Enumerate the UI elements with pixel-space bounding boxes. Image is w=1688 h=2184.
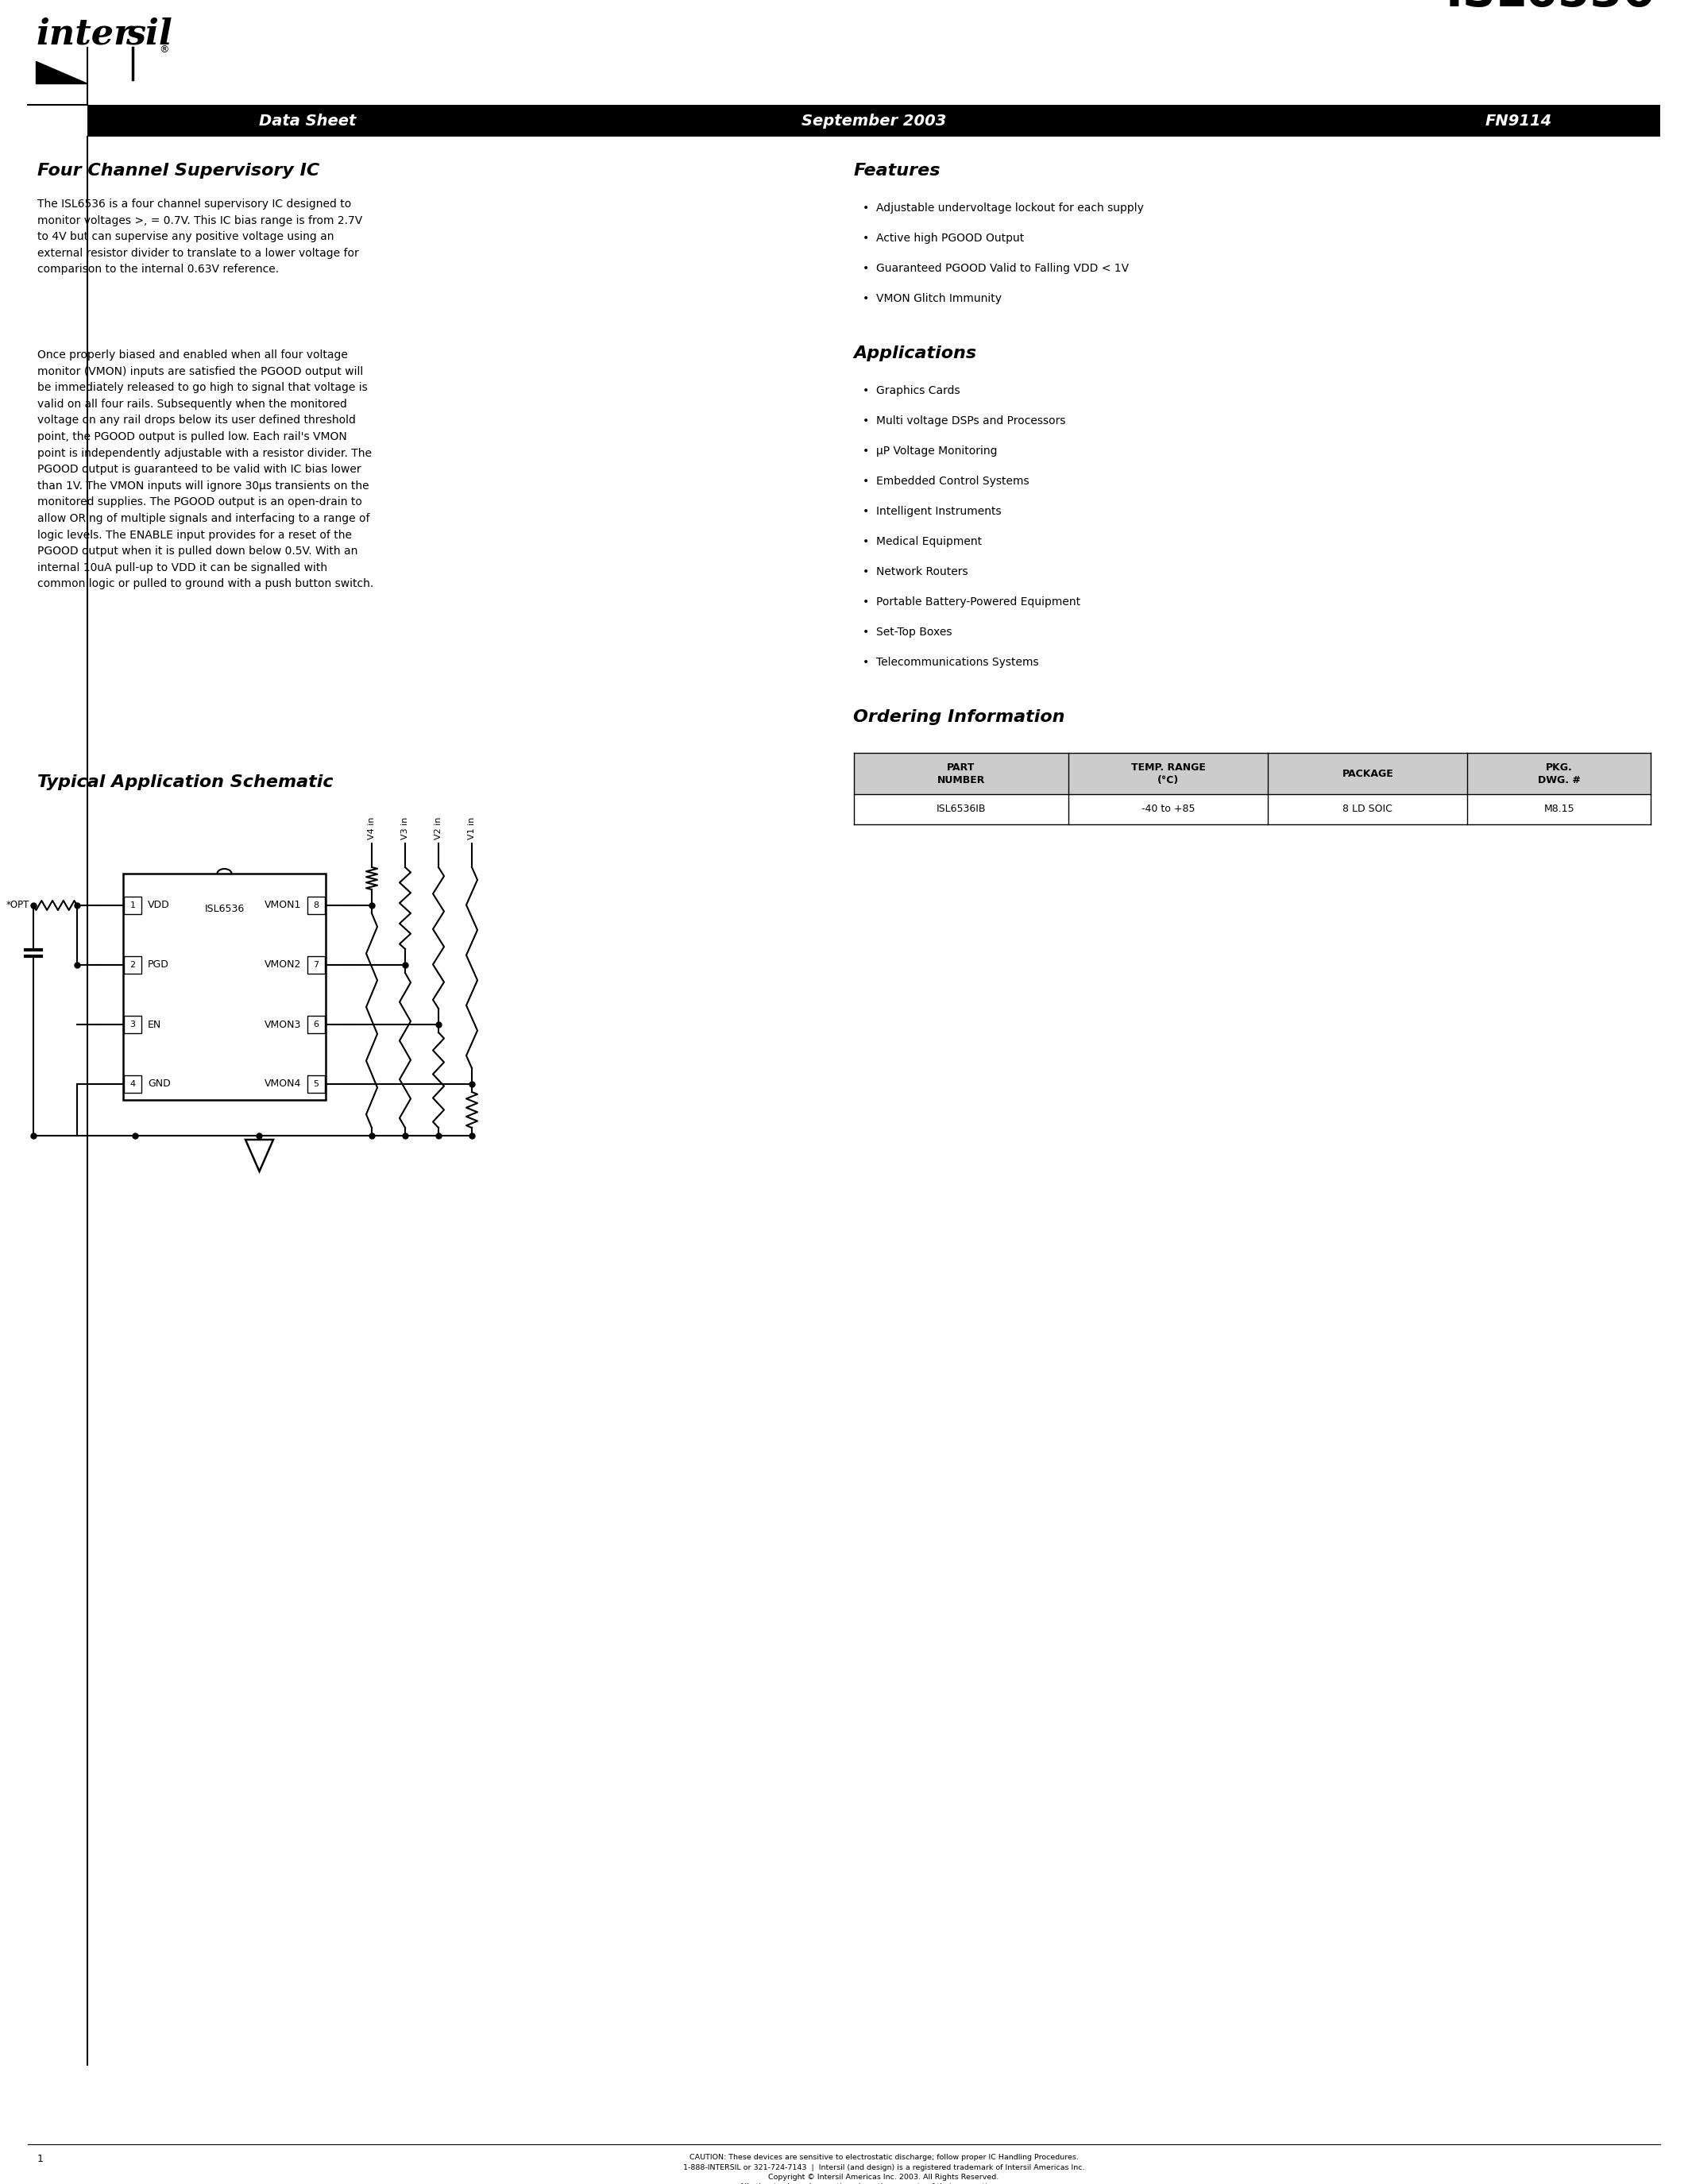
Text: •  Network Routers: • Network Routers [863,566,969,577]
Text: TEMP. RANGE
(°C): TEMP. RANGE (°C) [1131,762,1205,784]
FancyBboxPatch shape [123,957,142,974]
Text: Four Channel Supervisory IC: Four Channel Supervisory IC [37,164,319,179]
Text: FN9114: FN9114 [1485,114,1551,129]
Text: •  Telecommunications Systems: • Telecommunications Systems [863,657,1040,668]
Bar [854,753,1651,795]
Text: VMON3: VMON3 [265,1020,300,1029]
Text: sil: sil [125,17,172,52]
Text: •  Active high PGOOD Output: • Active high PGOOD Output [863,234,1025,245]
Text: •  Medical Equipment: • Medical Equipment [863,535,982,548]
Text: The ISL6536 is a four channel supervisory IC designed to
monitor voltages >, = 0: The ISL6536 is a four channel supervisor… [37,199,363,275]
Polygon shape [35,61,88,83]
Text: VMON2: VMON2 [265,959,300,970]
Text: •  μP Voltage Monitoring: • μP Voltage Monitoring [863,446,998,456]
Text: ®: ® [159,44,169,55]
Text: •  Intelligent Instruments: • Intelligent Instruments [863,507,1001,518]
Text: PACKAGE: PACKAGE [1342,769,1393,780]
Text: •  Portable Battery-Powered Equipment: • Portable Battery-Powered Equipment [863,596,1080,607]
Text: -40 to +85: -40 to +85 [1141,804,1195,815]
Text: V3 in: V3 in [402,817,408,839]
FancyBboxPatch shape [307,1016,324,1033]
Text: •  Adjustable undervoltage lockout for each supply: • Adjustable undervoltage lockout for ea… [863,203,1144,214]
Text: •  Multi voltage DSPs and Processors: • Multi voltage DSPs and Processors [863,415,1067,426]
Text: Data Sheet: Data Sheet [258,114,356,129]
FancyBboxPatch shape [307,1075,324,1092]
Text: Ordering Information: Ordering Information [854,710,1065,725]
Text: PGD: PGD [149,959,169,970]
Text: V1 in: V1 in [468,817,476,839]
Text: VMON1: VMON1 [265,900,300,911]
FancyBboxPatch shape [123,898,142,915]
Text: PART
NUMBER: PART NUMBER [937,762,986,784]
Text: Applications: Applications [854,345,977,360]
Bar [123,874,326,1101]
Text: ISL6536IB: ISL6536IB [937,804,986,815]
FancyBboxPatch shape [307,898,324,915]
Text: EN: EN [149,1020,162,1029]
Text: •  Embedded Control Systems: • Embedded Control Systems [863,476,1030,487]
Text: 5: 5 [314,1081,319,1088]
Bar [88,105,1661,138]
Text: GND: GND [149,1079,170,1090]
Text: inter: inter [35,17,132,52]
Text: V2 in: V2 in [434,817,442,839]
Text: VDD: VDD [149,900,170,911]
Text: PKG.
DWG. #: PKG. DWG. # [1538,762,1580,784]
Text: VMON4: VMON4 [265,1079,300,1090]
Text: September 2003: September 2003 [802,114,947,129]
Text: CAUTION: These devices are sensitive to electrostatic discharge; follow proper I: CAUTION: These devices are sensitive to … [684,2153,1084,2184]
Text: •  Graphics Cards: • Graphics Cards [863,384,960,395]
Text: 8 LD SOIC: 8 LD SOIC [1342,804,1393,815]
Text: •  VMON Glitch Immunity: • VMON Glitch Immunity [863,293,1003,304]
Text: •  Set-Top Boxes: • Set-Top Boxes [863,627,952,638]
Text: 6: 6 [314,1020,319,1029]
Text: ISL6536: ISL6536 [1445,0,1654,15]
Text: 3: 3 [130,1020,135,1029]
FancyBboxPatch shape [307,957,324,974]
Text: Features: Features [854,164,940,179]
Text: V4 in: V4 in [368,817,376,839]
Text: 8: 8 [314,902,319,909]
Text: Once properly biased and enabled when all four voltage
monitor (VMON) inputs are: Once properly biased and enabled when al… [37,349,373,590]
Text: 4: 4 [130,1081,135,1088]
Text: Typical Application Schematic: Typical Application Schematic [37,775,333,791]
Text: 7: 7 [314,961,319,970]
Text: *OPT: *OPT [7,900,29,911]
FancyBboxPatch shape [123,1016,142,1033]
Text: M8.15: M8.15 [1543,804,1575,815]
Text: 2: 2 [130,961,135,970]
Bar [854,795,1651,823]
FancyBboxPatch shape [123,1075,142,1092]
Text: 1: 1 [130,902,135,909]
Text: ISL6536: ISL6536 [204,904,245,915]
Text: •  Guaranteed PGOOD Valid to Falling VDD < 1V: • Guaranteed PGOOD Valid to Falling VDD … [863,262,1129,273]
Text: 1: 1 [37,2153,44,2164]
